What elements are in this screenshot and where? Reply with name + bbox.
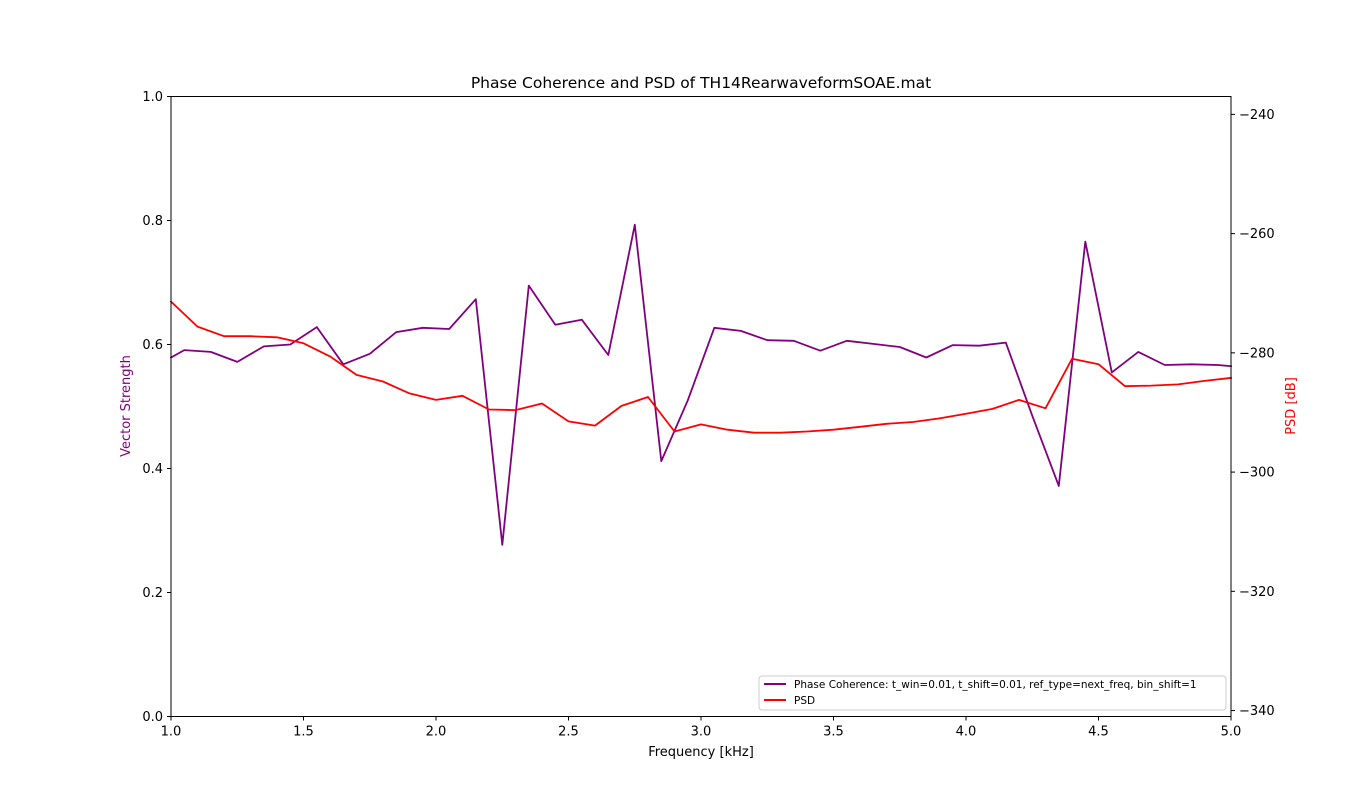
y-right-tick-label: −280 (1239, 346, 1275, 361)
y-left-tick-label: 0.6 (142, 338, 163, 353)
y-left-tick-label: 0.2 (142, 586, 163, 601)
series-layer (169, 223, 1232, 546)
x-tick-label: 3.0 (691, 725, 712, 740)
y-axis-left-label: Vector Strength (119, 355, 134, 457)
x-tick-label: 3.5 (823, 725, 844, 740)
x-tick-label: 2.0 (426, 725, 447, 740)
y-left-tick-label: 0.0 (142, 710, 163, 725)
x-tick-label: 1.0 (161, 725, 182, 740)
legend-label-psd: PSD (794, 695, 815, 707)
x-axis: 1.0 1.5 2.0 2.5 3.0 3.5 4.0 4.5 5.0 (161, 716, 1242, 740)
x-tick-label: 4.0 (956, 725, 977, 740)
y-right-tick-label: −260 (1239, 227, 1275, 242)
x-tick-label: 5.0 (1221, 725, 1242, 740)
series-line-phase-coherence (169, 223, 1232, 546)
legend: Phase Coherence: t_win=0.01, t_shift=0.0… (758, 675, 1227, 711)
x-tick-label: 1.5 (293, 725, 314, 740)
chart-title: Phase Coherence and PSD of TH14Rearwavef… (471, 74, 931, 92)
y-right-tick-label: −340 (1239, 704, 1275, 719)
y-right-tick-label: −320 (1239, 585, 1275, 600)
legend-label-phase-coherence: Phase Coherence: t_win=0.01, t_shift=0.0… (794, 679, 1197, 691)
x-tick-label: 2.5 (558, 725, 579, 740)
legend-box (758, 675, 1227, 711)
y-right-tick-label: −300 (1239, 466, 1275, 481)
series-line-psd (169, 300, 1232, 434)
y-axis-right-label: PSD [dB] (1284, 377, 1299, 435)
y-right-tick-label: −240 (1239, 108, 1275, 123)
y-left-tick-label: 0.4 (142, 462, 163, 477)
x-axis-label: Frequency [kHz] (648, 745, 754, 760)
y-left-tick-label: 1.0 (142, 90, 163, 105)
y-axis-left: 0.0 0.2 0.4 0.6 0.8 1.0 (142, 90, 171, 725)
y-axis-right: −340 −320 −300 −280 −260 −240 (1231, 108, 1275, 719)
y-left-tick-label: 0.8 (142, 214, 163, 229)
x-tick-label: 4.5 (1088, 725, 1109, 740)
